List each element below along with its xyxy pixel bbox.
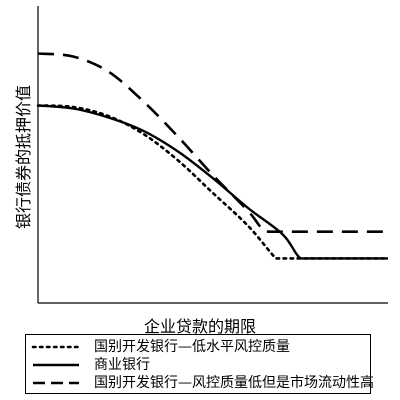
- series-line-dotted: [36, 104, 390, 260]
- legend-swatch-dotted: [31, 345, 81, 349]
- y-axis-label: 银行债券的抵押价值: [14, 84, 33, 230]
- x-axis-label: 企业贷款的期限: [143, 317, 256, 336]
- legend-label: 商业银行: [94, 357, 150, 373]
- legend-item-commercial-bank: 商业银行: [26, 356, 370, 374]
- chart-axes: [37, 6, 388, 304]
- series-line-dashed: [37, 52, 388, 233]
- legend-swatch-solid: [33, 363, 79, 367]
- series-line-solid: [37, 104, 388, 260]
- legend-label: 国别开发银行—风控质量低但是市场流动性高: [94, 375, 374, 391]
- chart-plot-area: [36, 52, 390, 260]
- legend-item-high-liquidity: 国别开发银行—风控质量低但是市场流动性高: [26, 374, 374, 392]
- legend-item-low-risk-control: 国别开发银行—低水平风控质量: [26, 338, 370, 356]
- chart-legend: 国别开发银行—低水平风控质量 商业银行 国别开发银行—风控质量低但是市场流动性高: [25, 334, 374, 394]
- legend-label: 国别开发银行—低水平风控质量: [94, 339, 290, 355]
- legend-swatch-dashed: [33, 381, 79, 385]
